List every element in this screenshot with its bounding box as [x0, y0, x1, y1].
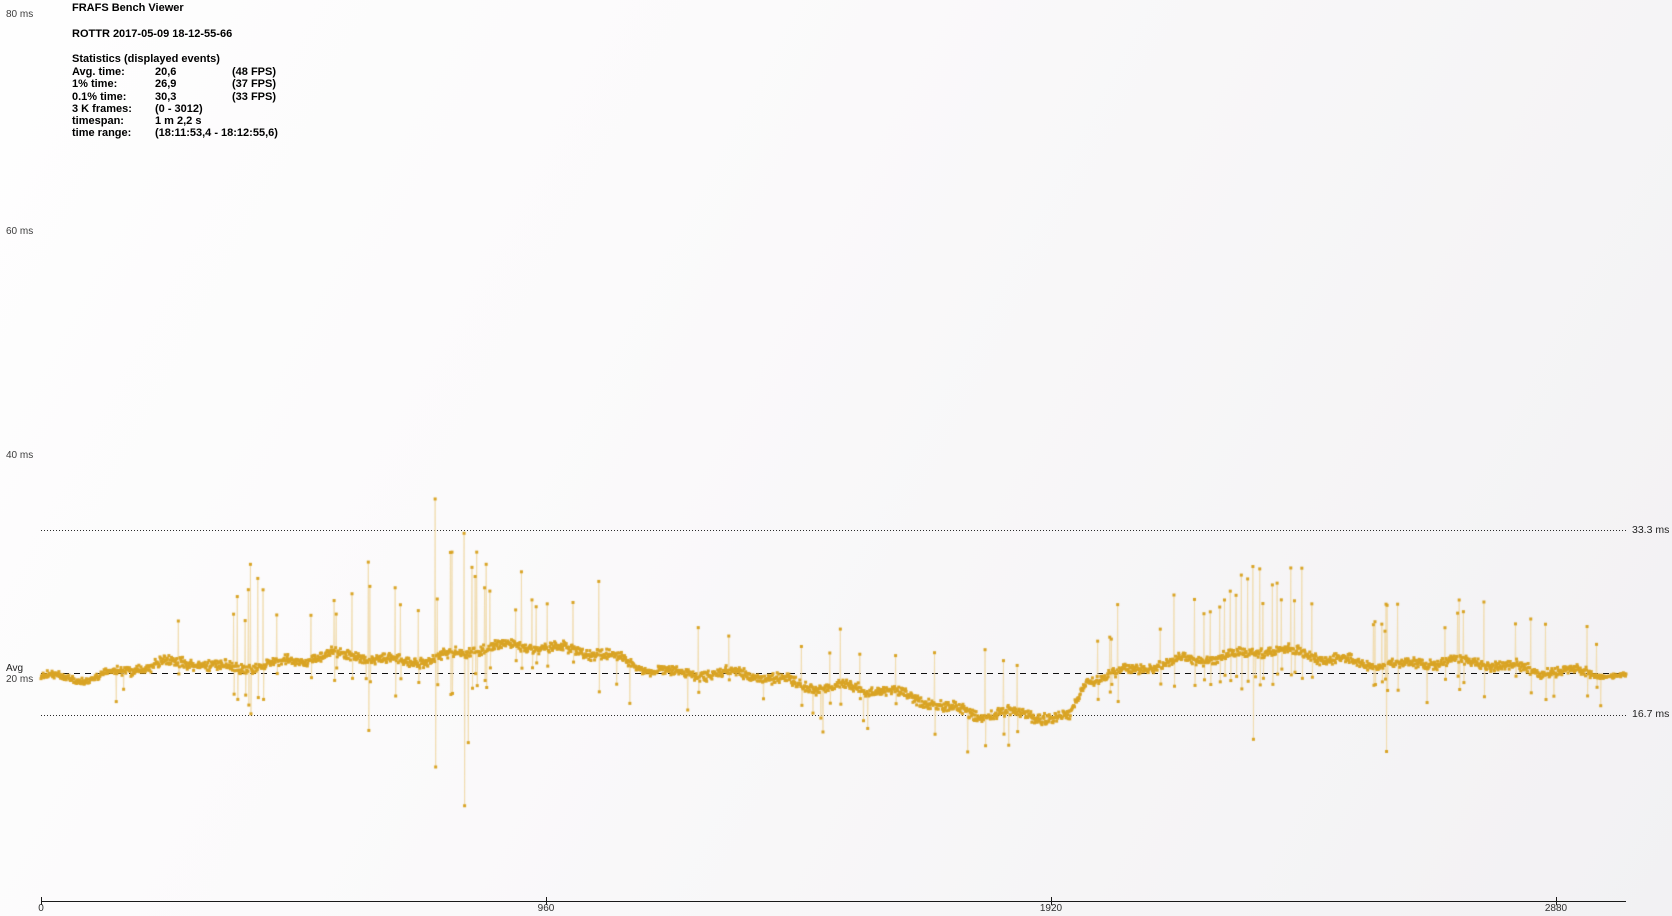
- stat-fps: (33 FPS): [232, 90, 277, 103]
- stat-label: 3 K frames:: [72, 102, 132, 115]
- x-axis-tick-0: [41, 897, 42, 905]
- y-axis-label-80ms: 80 ms: [6, 9, 34, 20]
- stat-row-frames: 3 K frames: (0 - 3012): [72, 103, 276, 115]
- ref-label-33ms: 33.3 ms: [1632, 524, 1670, 536]
- y-axis-label-40ms: 40 ms: [6, 450, 34, 461]
- stat-value: 26,9: [155, 78, 177, 91]
- stat-label: timespan:: [72, 115, 124, 128]
- stat-row-1pct-time: 1% time: 26,9 (37 FPS): [72, 78, 276, 90]
- x-axis-tick-960: [546, 897, 547, 905]
- stat-fps: (48 FPS): [232, 66, 277, 78]
- statistics-heading: Statistics (displayed events): [72, 53, 220, 65]
- stat-value: (0 - 3012): [155, 102, 203, 115]
- x-axis-label-2880: 2880: [1544, 903, 1568, 914]
- statistics-panel: FRAFS Bench Viewer ROTTR 2017-05-09 18-1…: [72, 2, 278, 140]
- stat-value: 30,3: [155, 90, 177, 103]
- y-axis-label-20ms: 20 ms: [6, 674, 34, 685]
- x-axis-tick-1920: [1051, 897, 1052, 905]
- stat-row-avg-time: Avg. time: 20,6 (48 FPS): [72, 66, 276, 78]
- stat-value: 1 m 2,2 s: [155, 115, 202, 128]
- x-axis-label-0: 0: [38, 903, 44, 914]
- stat-value: 20,6: [155, 66, 177, 78]
- stat-label: time range:: [72, 127, 132, 140]
- stat-row-timespan: timespan: 1 m 2,2 s: [72, 115, 276, 127]
- stat-label: 0.1% time:: [72, 90, 127, 103]
- stat-row-time-range: time range: (18:11:53,4 - 18:12:55,6): [72, 127, 278, 140]
- benchmark-name: ROTTR 2017-05-09 18-12-55-66: [72, 28, 233, 40]
- app-title: FRAFS Bench Viewer: [72, 2, 184, 14]
- stat-label: 1% time:: [72, 78, 118, 91]
- x-axis-label-960: 960: [537, 903, 555, 914]
- x-axis-label-1920: 1920: [1039, 903, 1063, 914]
- stat-row-01pct-time: 0.1% time: 30,3 (33 FPS): [72, 91, 276, 103]
- x-axis-line: [41, 901, 1626, 902]
- stat-label: Avg. time:: [72, 66, 125, 78]
- y-axis-label-60ms: 60 ms: [6, 226, 34, 237]
- stat-fps: (37 FPS): [232, 78, 277, 91]
- avg-line-label: Avg: [6, 663, 24, 674]
- x-axis-tick-2880: [1556, 897, 1557, 905]
- stat-value: (18:11:53,4 - 18:12:55,6): [155, 127, 278, 140]
- ref-label-16ms: 16.7 ms: [1632, 708, 1670, 720]
